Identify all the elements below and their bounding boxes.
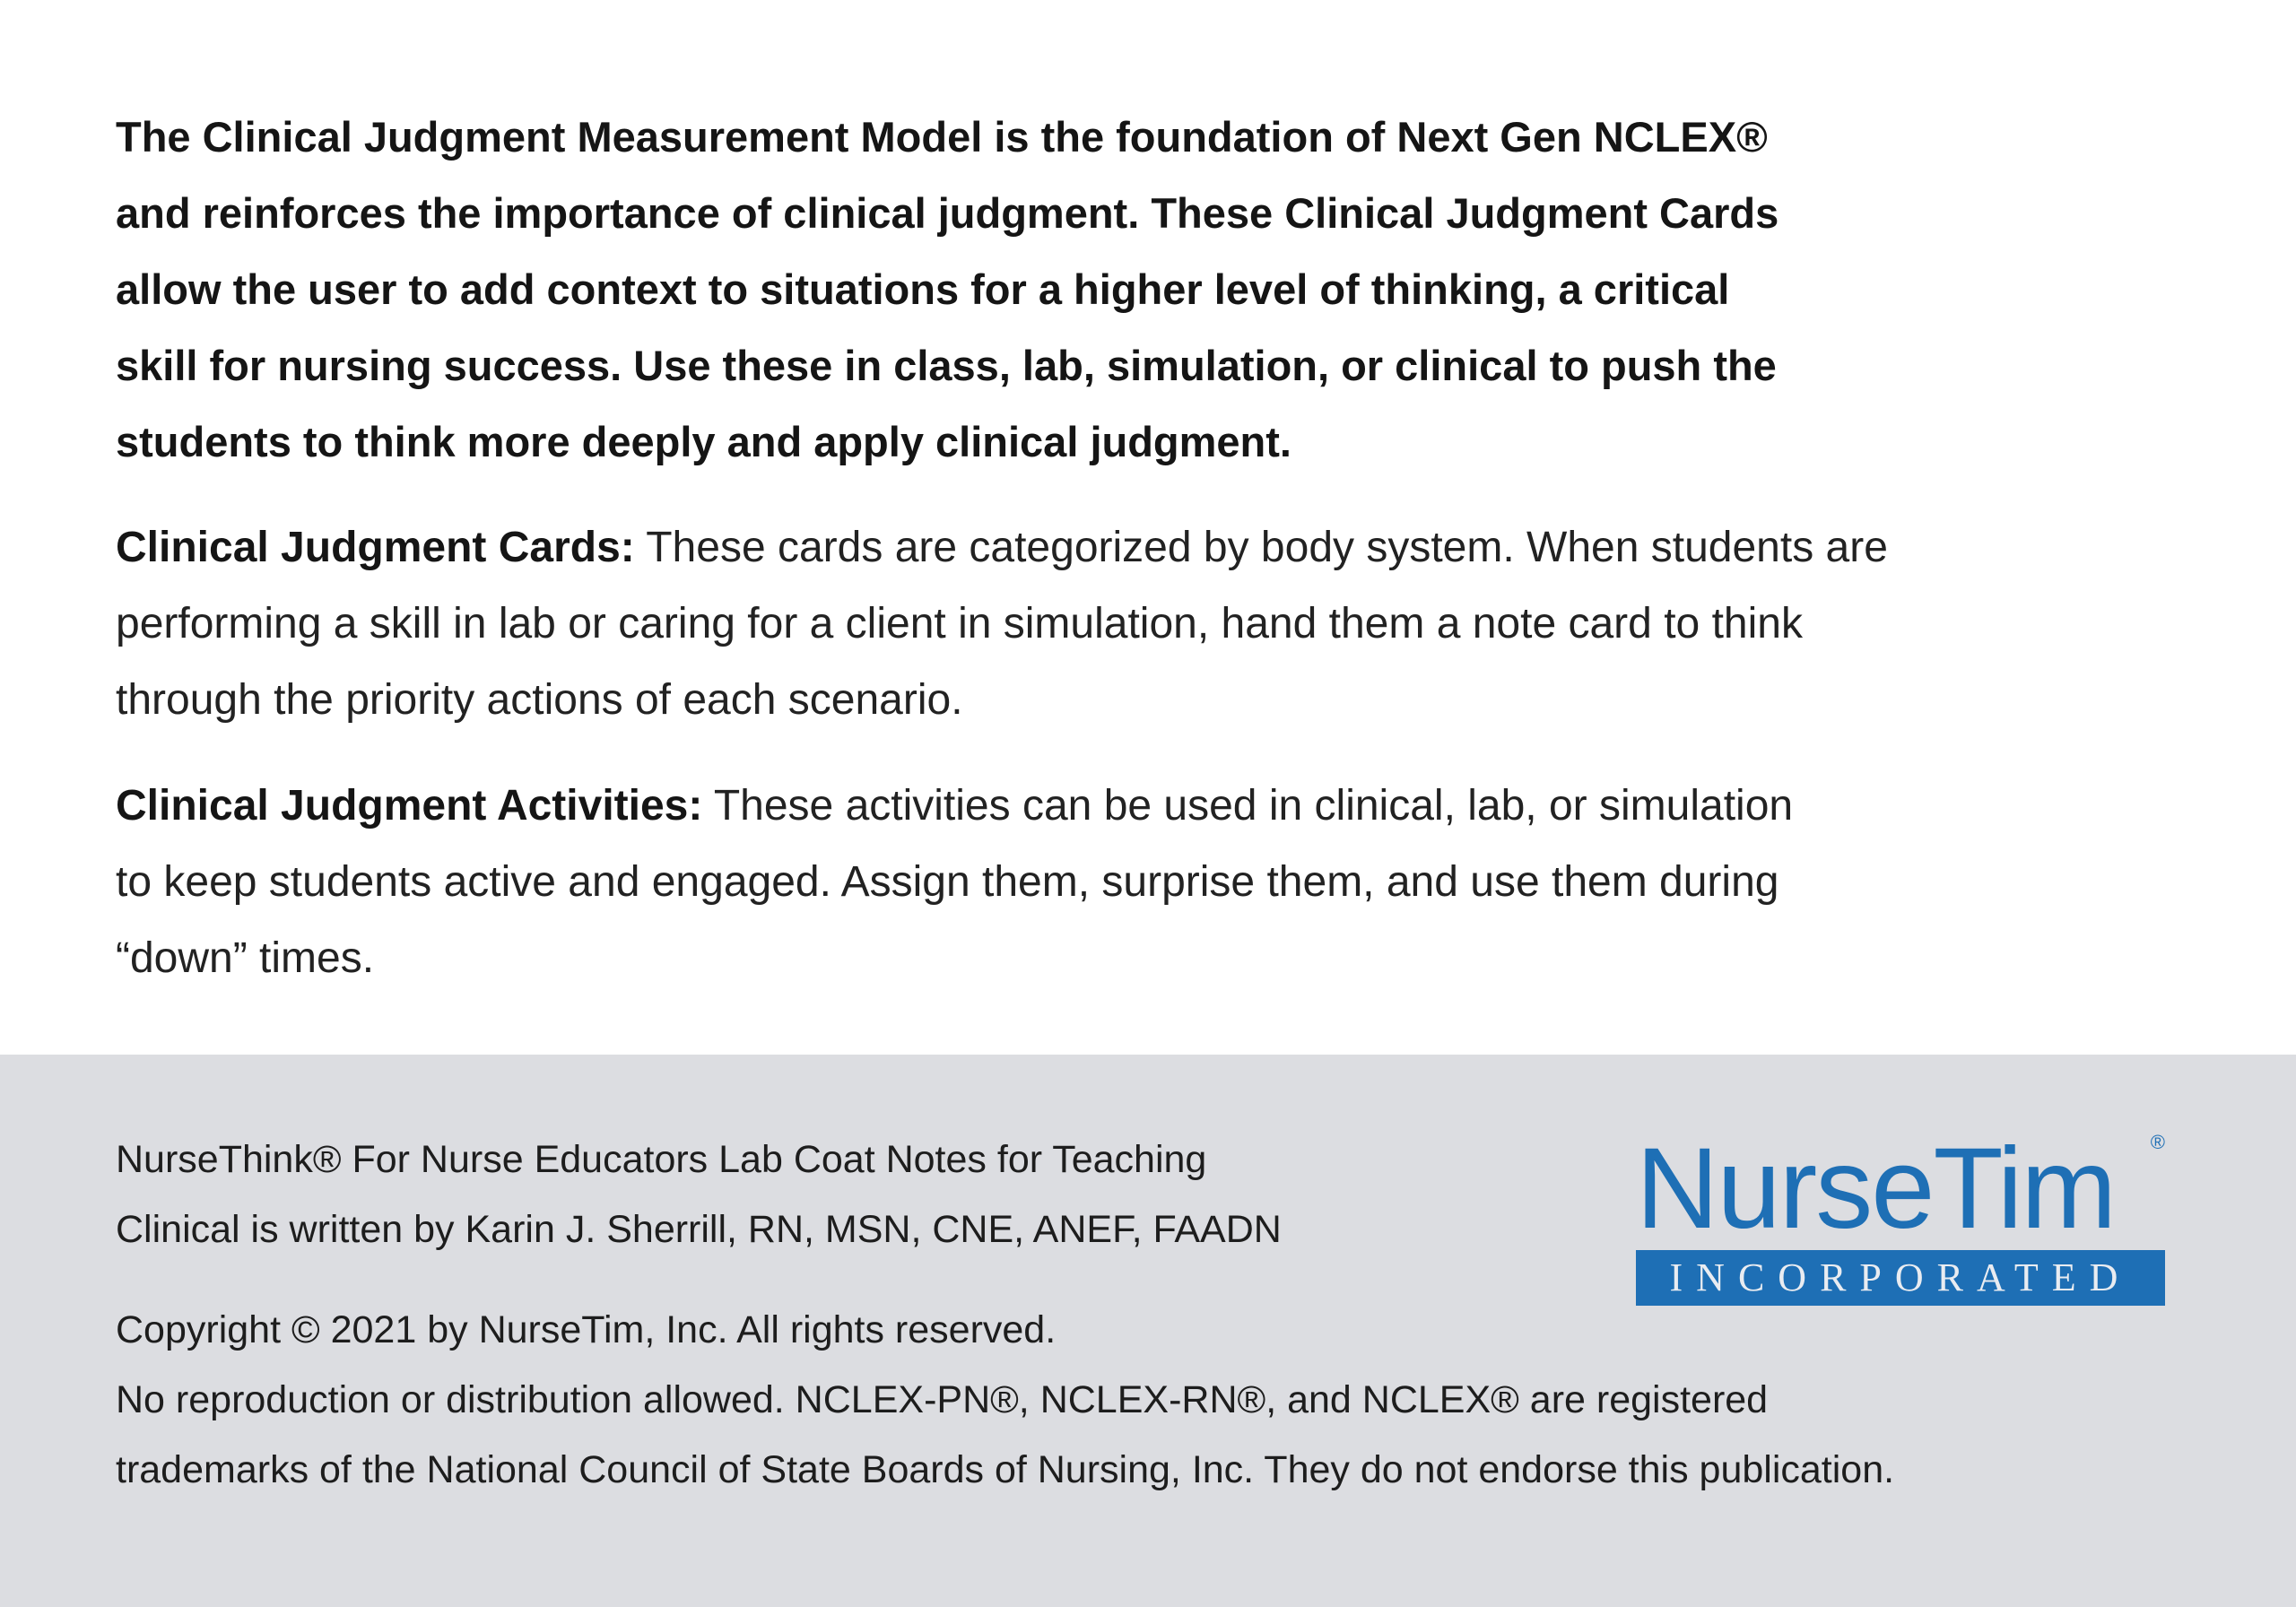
- cards-text: performing a skill in lab or caring for …: [116, 600, 1803, 647]
- footer-band: NurseThink® For Nurse Educators Lab Coat…: [0, 1055, 2296, 1607]
- copyright-line: trademarks of the National Council of St…: [116, 1448, 1895, 1491]
- logo-wordmark: NurseTim: [1636, 1132, 2115, 1247]
- intro-line: allow the user to add context to situati…: [116, 265, 1730, 313]
- credit-line: Clinical is written by Karin J. Sherrill…: [116, 1208, 1282, 1251]
- copyright-line: No reproduction or distribution allowed.…: [116, 1378, 1769, 1421]
- activities-text: to keep students active and engaged. Ass…: [116, 858, 1779, 906]
- activities-paragraph: Clinical Judgment Activities: These acti…: [116, 768, 1793, 996]
- logo-registered-mark: ®: [2150, 1131, 2165, 1153]
- intro-line: students to think more deeply and apply …: [116, 418, 1292, 465]
- copyright-text: Copyright © 2021 by NurseTim, Inc. All r…: [116, 1295, 1894, 1505]
- activities-text: “down” times.: [116, 934, 375, 982]
- activities-text: These activities can be used in clinical…: [702, 782, 1794, 830]
- credit-text: NurseThink® For Nurse Educators Lab Coat…: [116, 1125, 1282, 1264]
- activities-heading: Clinical Judgment Activities:: [116, 782, 703, 830]
- nursetim-logo: NurseTim ® INCORPORATED: [1636, 1132, 2165, 1306]
- cards-heading: Clinical Judgment Cards:: [116, 524, 635, 571]
- logo-subtitle: INCORPORATED: [1636, 1250, 2165, 1306]
- cards-text: These cards are categorized by body syst…: [634, 524, 1888, 571]
- intro-paragraph: The Clinical Judgment Measurement Model …: [116, 99, 1779, 480]
- credit-line: NurseThink® For Nurse Educators Lab Coat…: [116, 1138, 1207, 1181]
- intro-line: and reinforces the importance of clinica…: [116, 189, 1779, 237]
- copyright-line: Copyright © 2021 by NurseTim, Inc. All r…: [116, 1308, 1057, 1351]
- cards-text: through the priority actions of each sce…: [116, 676, 963, 724]
- intro-line: skill for nursing success. Use these in …: [116, 342, 1777, 389]
- intro-line: The Clinical Judgment Measurement Model …: [116, 113, 1768, 161]
- cards-paragraph: Clinical Judgment Cards: These cards are…: [116, 509, 1888, 738]
